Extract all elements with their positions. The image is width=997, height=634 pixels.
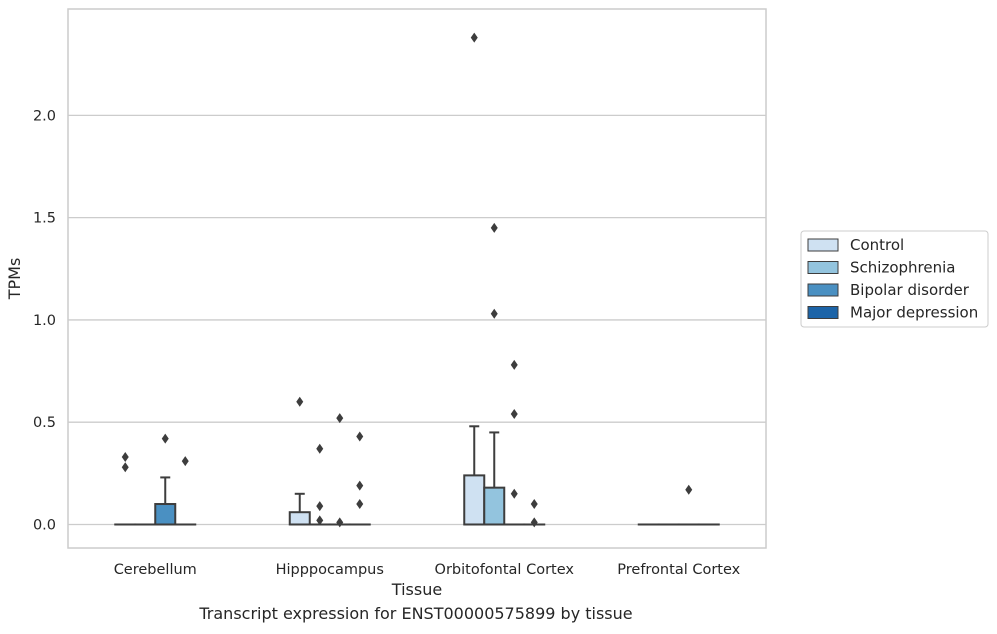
- box-bipolar-disorder: [154, 433, 177, 526]
- box-schizophrenia: [483, 222, 506, 526]
- box-bipolar-disorder: [677, 484, 700, 526]
- y-tick-label: 1.0: [33, 313, 56, 329]
- chart-caption: Transcript expression for ENST0000057589…: [199, 604, 633, 623]
- x-tick-label: Cerebellum: [114, 562, 197, 578]
- x-tick-label: Prefrontal Cortex: [617, 562, 740, 578]
- outlier-point: [161, 433, 169, 444]
- outlier-point: [490, 222, 498, 233]
- outlier-point: [336, 413, 344, 424]
- box-schizophrenia: [308, 443, 331, 526]
- outlier-point: [510, 359, 518, 370]
- legend-label: Major depression: [850, 304, 978, 322]
- x-tick-label: Orbitofontal Cortex: [435, 562, 575, 578]
- outlier-point: [121, 462, 129, 473]
- outlier-point: [356, 499, 364, 510]
- box: [483, 486, 506, 526]
- outlier-point: [530, 517, 538, 528]
- box-bipolar-disorder: [503, 359, 526, 526]
- plot-frame: [67, 8, 767, 549]
- x-tick-label: Hipppocampus: [276, 562, 384, 578]
- outlier-point: [510, 488, 518, 499]
- box-bipolar-disorder: [328, 413, 351, 528]
- outlier-point: [356, 480, 364, 491]
- outlier-point: [181, 456, 189, 467]
- legend-swatch: [807, 283, 839, 297]
- outlier-point: [470, 32, 478, 43]
- box: [463, 474, 486, 526]
- y-axis-label: TPMs: [5, 258, 24, 301]
- outlier-point: [296, 396, 304, 407]
- legend-box: [800, 230, 989, 328]
- box: [154, 503, 177, 526]
- outlier-point: [356, 431, 364, 442]
- outlier-point: [685, 484, 693, 495]
- x-axis-label: Tissue: [391, 580, 442, 599]
- box-control: [463, 32, 486, 526]
- box-major-depression: [174, 456, 197, 526]
- y-tick-label: 1.5: [33, 211, 56, 227]
- box-plots: [114, 32, 720, 528]
- legend-label: Control: [850, 236, 904, 254]
- legend: Control Schizophrenia Bipolar disorder Majo…: [800, 230, 989, 328]
- y-tick-label: 0.5: [33, 415, 56, 431]
- outlier-point: [336, 517, 344, 528]
- legend-label: Schizophrenia: [850, 259, 955, 277]
- outlier-point: [490, 308, 498, 319]
- box-control: [114, 451, 137, 526]
- outlier-point: [316, 515, 324, 526]
- y-tick-label: 0.0: [33, 517, 56, 533]
- outlier-point: [121, 451, 129, 462]
- legend-swatch: [807, 261, 839, 274]
- box-major-depression: [348, 431, 371, 526]
- box-major-depression: [523, 499, 546, 528]
- box: [288, 511, 311, 526]
- x-axis: Cerebellum Hipppocampus Orbitofontal Corte…: [114, 562, 741, 578]
- outlier-point: [316, 501, 324, 512]
- y-tick-label: 2.0: [33, 108, 56, 124]
- legend-label: Bipolar disorder: [850, 281, 970, 299]
- grid-lines: [68, 114, 766, 526]
- outlier-point: [316, 443, 324, 454]
- y-axis: 0.0 0.5 1.0 1.5 2.0: [33, 108, 56, 533]
- legend-swatch: [807, 238, 839, 252]
- outlier-point: [510, 409, 518, 420]
- outlier-point: [530, 499, 538, 510]
- box-control: [288, 396, 311, 526]
- legend-swatch: [807, 306, 839, 319]
